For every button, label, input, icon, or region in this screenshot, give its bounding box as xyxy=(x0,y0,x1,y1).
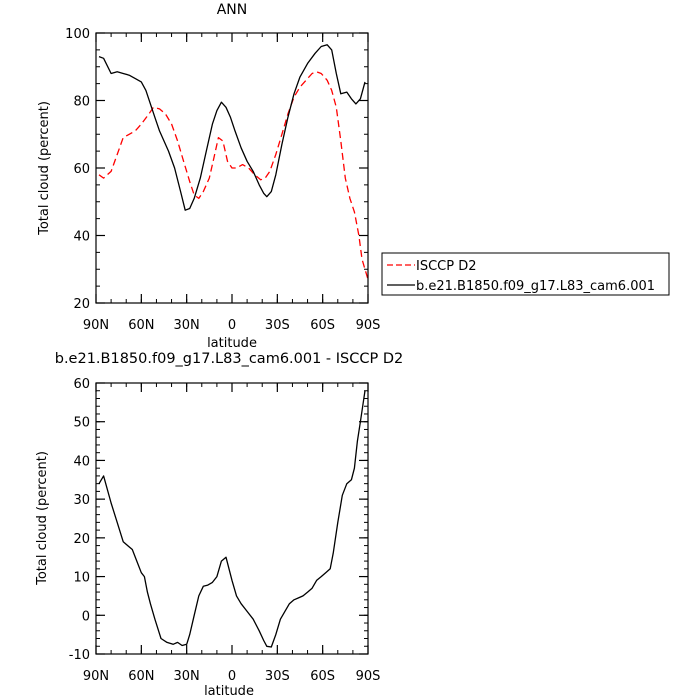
x-tick-label: 60N xyxy=(128,318,154,333)
x-tick-label: 0 xyxy=(228,318,236,333)
x-tick-label: 0 xyxy=(228,669,236,684)
y-tick-label: 60 xyxy=(73,162,90,177)
y-tick-label: 0 xyxy=(82,609,90,624)
y-tick-label: 20 xyxy=(73,532,90,547)
y-tick-label: 10 xyxy=(73,571,90,586)
top-chart-series xyxy=(98,44,369,280)
bottom-chart-x-axis-label: latitude xyxy=(204,684,254,699)
x-tick-label: 60S xyxy=(310,318,335,333)
bottom-chart-frame xyxy=(95,382,369,655)
top-chart-legend: ISCCP D2 b.e21.B1850.f09_g17.L83_cam6.00… xyxy=(381,252,670,296)
x-tick-label: 90N xyxy=(83,669,109,684)
bottom-chart: b.e21.B1850.f09_g17.L83_cam6.001 - ISCCP… xyxy=(35,351,403,699)
bottom-chart-title: b.e21.B1850.f09_g17.L83_cam6.001 - ISCCP… xyxy=(55,351,404,367)
top-chart-series-line-0 xyxy=(98,71,369,280)
x-tick-label: 90N xyxy=(83,318,109,333)
top-chart-x-axis-label: latitude xyxy=(207,336,257,351)
y-tick-label: 100 xyxy=(65,27,90,42)
y-tick-label: 80 xyxy=(73,95,90,110)
y-tick-label: 50 xyxy=(73,416,90,431)
y-tick-label: -10 xyxy=(69,648,90,663)
legend-label-model: b.e21.B1850.f09_g17.L83_cam6.001 xyxy=(416,279,655,294)
x-tick-label: 30S xyxy=(265,669,290,684)
y-tick-label: 40 xyxy=(73,454,90,469)
bottom-chart-series xyxy=(98,390,366,648)
x-tick-label: 90S xyxy=(356,669,381,684)
x-tick-label: 30S xyxy=(265,318,290,333)
bottom-chart-ticks: 90N 60N 30N 0 30S 60S 90S -10 0 10 20 30 40 50 60 xyxy=(69,377,381,684)
bottom-chart-series-line-0 xyxy=(98,390,366,648)
x-tick-label: 60S xyxy=(310,669,335,684)
x-tick-label: 90S xyxy=(356,318,381,333)
legend-box xyxy=(381,252,670,296)
x-tick-label: 60N xyxy=(128,669,154,684)
top-chart-y-axis-label: Total cloud (percent) xyxy=(37,101,52,236)
legend-label-isccp: ISCCP D2 xyxy=(416,259,477,274)
y-tick-label: 60 xyxy=(73,377,90,392)
top-chart-ticks: 90N 60N 30N 0 30S 60S 90S 20 40 60 80 100 xyxy=(65,27,380,333)
top-chart-title: ANN xyxy=(217,2,248,18)
top-chart-frame xyxy=(95,32,369,304)
x-tick-label: 30N xyxy=(174,318,200,333)
y-tick-label: 20 xyxy=(73,297,90,312)
y-tick-label: 30 xyxy=(73,493,90,508)
y-tick-label: 40 xyxy=(73,230,90,245)
bottom-chart-y-axis-label: Total cloud (percent) xyxy=(35,451,50,586)
top-chart: ANN 90N 60N 30N 0 30S 60S 90S 20 40 60 80 100 Total… xyxy=(37,2,670,351)
x-tick-label: 30N xyxy=(174,669,200,684)
top-chart-series-line-1 xyxy=(98,44,366,211)
